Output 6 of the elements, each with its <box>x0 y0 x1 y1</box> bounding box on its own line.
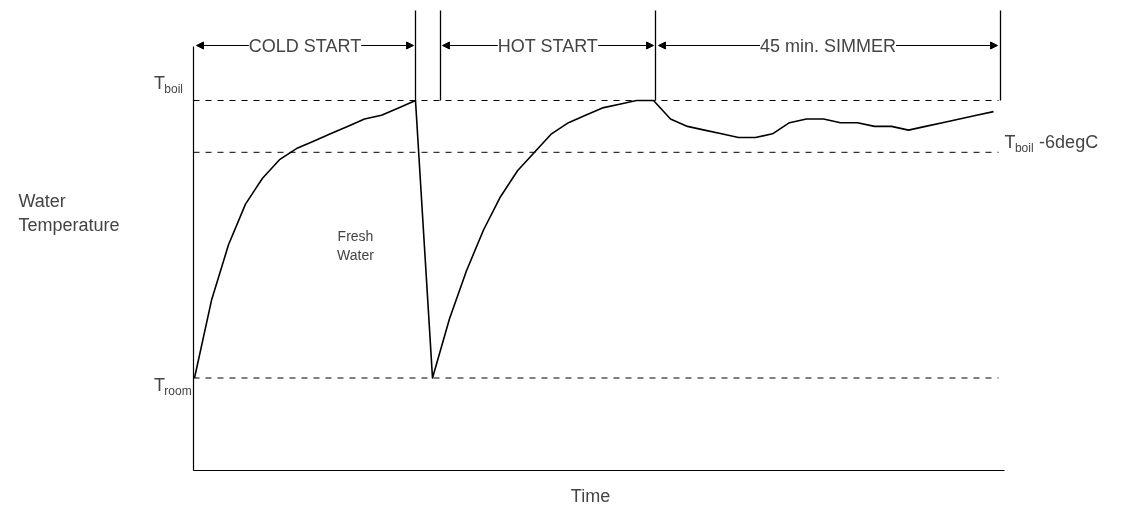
x-axis-title: Time <box>570 485 611 506</box>
text: COLD START <box>248 35 362 56</box>
y-axis-title: Water Temperature <box>18 190 120 235</box>
text: HOT START <box>497 35 598 56</box>
annotation: Fresh Water <box>337 227 375 264</box>
text: 45 min. SIMMER <box>759 35 897 56</box>
